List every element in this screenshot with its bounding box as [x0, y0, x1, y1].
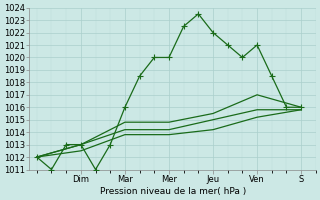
X-axis label: Pression niveau de la mer( hPa ): Pression niveau de la mer( hPa ) — [100, 187, 246, 196]
